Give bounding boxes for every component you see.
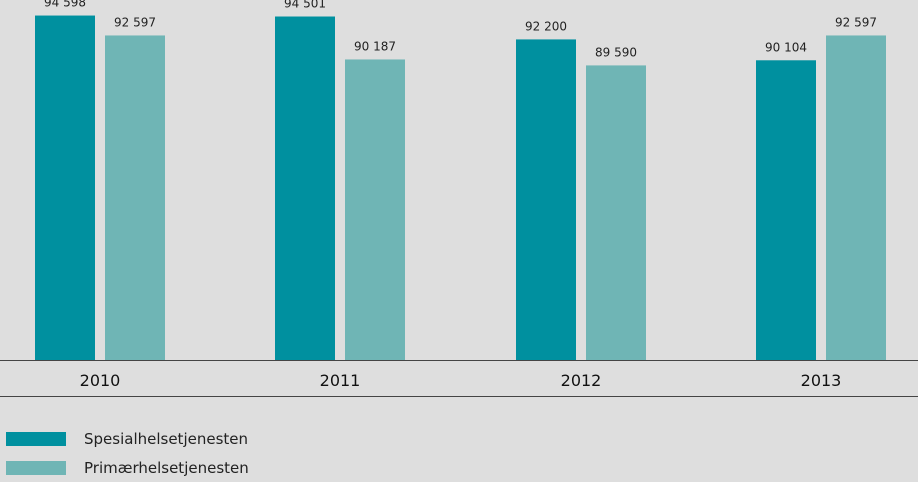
category-label-2013: 2013 — [801, 371, 842, 390]
category-label-2012: 2012 — [561, 371, 602, 390]
legend-swatch-spesialhelsetjenesten — [6, 431, 66, 446]
legend-item-primaerhelsetjenesten: Primærhelsetjenesten — [6, 453, 249, 482]
legend-label-spesialhelsetjenesten: Spesialhelsetjenesten — [84, 429, 249, 448]
legend-label-primaerhelsetjenesten: Primærhelsetjenesten — [84, 458, 249, 477]
value-label-2011-series-0: 94 501 — [284, 0, 326, 11]
bar-2013-series-0 — [756, 60, 816, 360]
bar-2011-series-1 — [345, 59, 405, 361]
value-label-2012-series-0: 92 200 — [525, 19, 567, 33]
value-label-2011-series-1: 90 187 — [354, 39, 396, 53]
legend-swatch-primaerhelsetjenesten — [6, 460, 66, 475]
bar-2013-series-1 — [826, 35, 886, 361]
category-label-2010: 2010 — [80, 371, 121, 390]
bar-2012-series-1 — [586, 65, 646, 360]
value-label-2012-series-1: 89 590 — [595, 45, 637, 59]
value-label-2013-series-0: 90 104 — [765, 40, 807, 54]
bar-chart: 94 598 92 597 2010 94 501 90 187 2011 92 200 89… — [0, 0, 918, 397]
bar-2011-series-0 — [275, 16, 335, 360]
legend: Spesialhelsetjenesten Primærhelsetjenest… — [6, 424, 249, 482]
bar-2010-series-1 — [105, 35, 165, 361]
value-label-2010-series-1: 92 597 — [114, 15, 156, 29]
category-label-2011: 2011 — [320, 371, 361, 390]
bar-2010-series-0 — [35, 15, 95, 361]
value-label-2010-series-0: 94 598 — [44, 0, 86, 10]
legend-item-spesialhelsetjenesten: Spesialhelsetjenesten — [6, 424, 249, 453]
bar-2012-series-0 — [516, 39, 576, 360]
value-label-2013-series-1: 92 597 — [835, 15, 877, 29]
